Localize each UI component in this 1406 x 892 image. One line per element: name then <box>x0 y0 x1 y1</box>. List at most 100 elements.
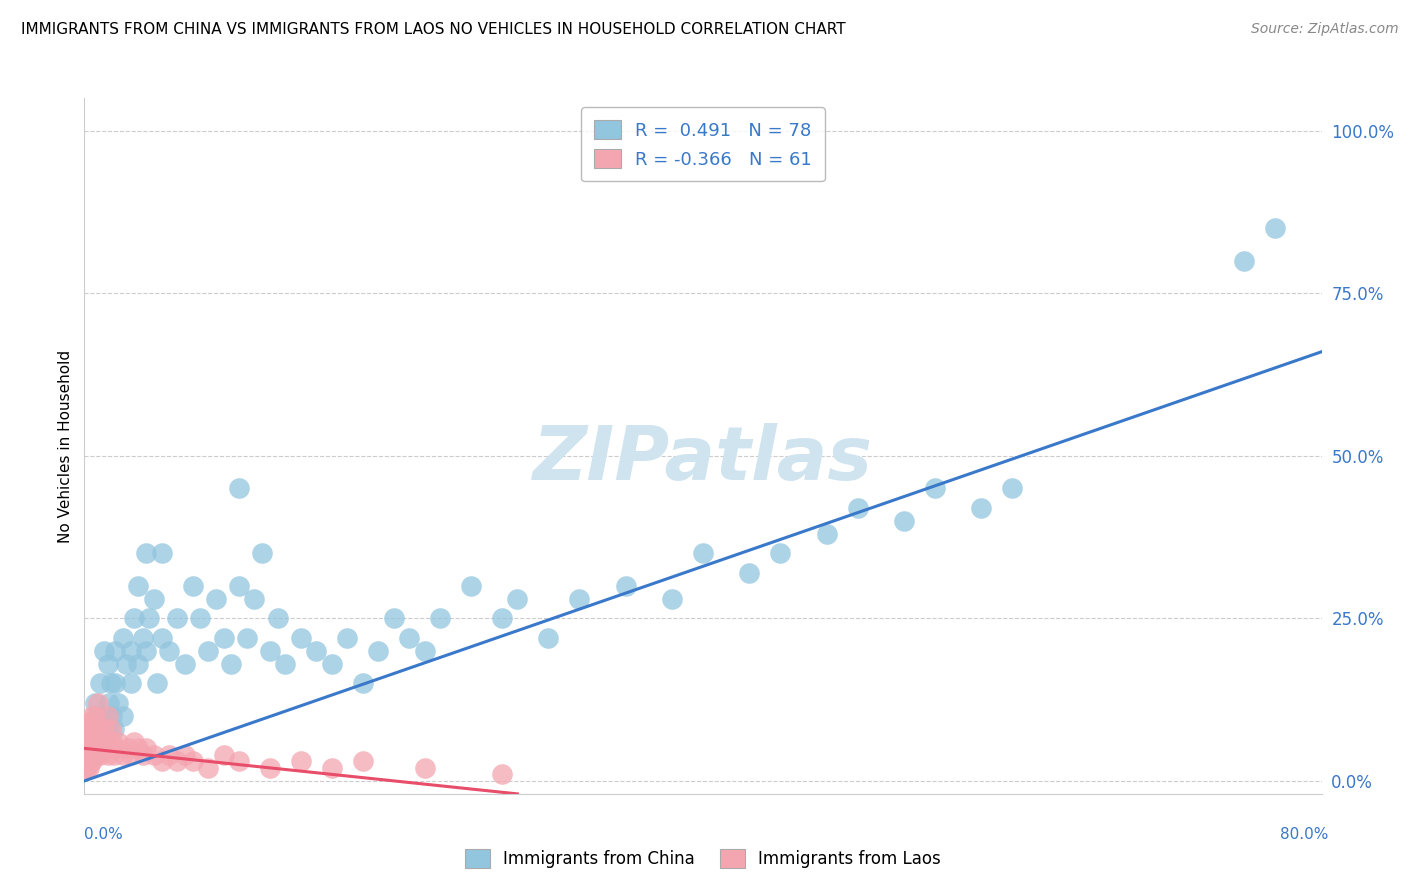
Point <box>93 722 115 736</box>
Point <box>96 722 118 736</box>
Point <box>82 735 104 749</box>
Point <box>104 741 127 756</box>
Point <box>413 644 436 658</box>
Point <box>290 631 312 645</box>
Point <box>166 611 188 625</box>
Point <box>79 741 101 756</box>
Point <box>120 644 142 658</box>
Point <box>769 546 792 560</box>
Point <box>76 735 98 749</box>
Point <box>228 481 250 495</box>
Point <box>127 579 149 593</box>
Point <box>82 722 104 736</box>
Point <box>94 735 117 749</box>
Point <box>84 696 107 710</box>
Point <box>197 761 219 775</box>
Point <box>382 611 405 625</box>
Point <box>138 611 160 625</box>
Legend: Immigrants from China, Immigrants from Laos: Immigrants from China, Immigrants from L… <box>458 843 948 875</box>
Point <box>506 591 529 606</box>
Point <box>159 747 180 762</box>
Point <box>82 709 104 723</box>
Point <box>738 566 761 580</box>
Point <box>93 644 115 658</box>
Y-axis label: No Vehicles in Household: No Vehicles in Household <box>58 350 73 542</box>
Point <box>491 611 513 625</box>
Point <box>188 611 211 625</box>
Point <box>127 657 149 671</box>
Point <box>250 546 273 560</box>
Point <box>75 741 97 756</box>
Point <box>98 696 121 710</box>
Point <box>96 709 118 723</box>
Point <box>893 514 915 528</box>
Text: IMMIGRANTS FROM CHINA VS IMMIGRANTS FROM LAOS NO VEHICLES IN HOUSEHOLD CORRELATI: IMMIGRANTS FROM CHINA VS IMMIGRANTS FROM… <box>21 22 846 37</box>
Point <box>614 579 637 593</box>
Point <box>107 696 129 710</box>
Point <box>77 747 100 762</box>
Point <box>86 722 108 736</box>
Point <box>150 755 173 769</box>
Point <box>143 747 166 762</box>
Point <box>305 644 328 658</box>
Point <box>96 657 118 671</box>
Point <box>112 631 135 645</box>
Point <box>321 761 343 775</box>
Point <box>413 761 436 775</box>
Point <box>132 747 155 762</box>
Point <box>150 546 173 560</box>
Point <box>259 644 281 658</box>
Text: ZIPatlas: ZIPatlas <box>533 424 873 497</box>
Point <box>82 755 104 769</box>
Point <box>429 611 451 625</box>
Point <box>104 644 127 658</box>
Point <box>120 747 142 762</box>
Point <box>101 709 124 723</box>
Point <box>87 709 110 723</box>
Point <box>568 591 591 606</box>
Point <box>79 722 101 736</box>
Point <box>89 747 111 762</box>
Point <box>117 741 139 756</box>
Point <box>86 747 108 762</box>
Point <box>132 631 155 645</box>
Point <box>100 676 122 690</box>
Point <box>1233 253 1256 268</box>
Point <box>970 500 993 515</box>
Point <box>661 591 683 606</box>
Point <box>267 611 290 625</box>
Point <box>367 644 389 658</box>
Point <box>98 741 121 756</box>
Point <box>77 728 100 742</box>
Point <box>212 747 235 762</box>
Point <box>174 747 197 762</box>
Text: 0.0%: 0.0% <box>84 827 124 841</box>
Point <box>89 728 111 742</box>
Point <box>76 722 98 736</box>
Point <box>91 741 114 756</box>
Point <box>846 500 869 515</box>
Point <box>228 579 250 593</box>
Point <box>143 591 166 606</box>
Point <box>135 546 157 560</box>
Point <box>491 767 513 781</box>
Point <box>181 579 204 593</box>
Point <box>84 709 107 723</box>
Point <box>181 755 204 769</box>
Point <box>219 657 242 671</box>
Point <box>352 755 374 769</box>
Point <box>89 676 111 690</box>
Point <box>174 657 197 671</box>
Point <box>537 631 560 645</box>
Point <box>86 741 108 756</box>
Point <box>352 676 374 690</box>
Point <box>112 747 135 762</box>
Text: Source: ZipAtlas.com: Source: ZipAtlas.com <box>1251 22 1399 37</box>
Point <box>205 591 228 606</box>
Point <box>112 709 135 723</box>
Point <box>90 735 112 749</box>
Point <box>77 761 100 775</box>
Point <box>228 755 250 769</box>
Point <box>87 696 110 710</box>
Point <box>197 644 219 658</box>
